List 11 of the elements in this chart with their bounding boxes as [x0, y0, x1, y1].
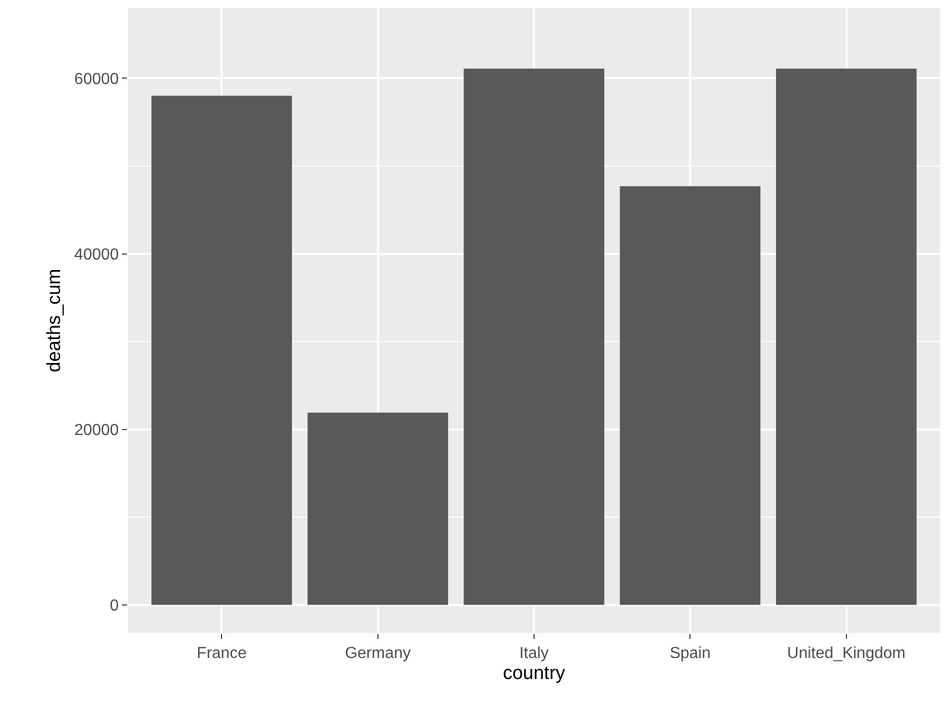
x-tick-label: Germany — [344, 645, 411, 662]
y-tick-label: 0 — [110, 598, 119, 615]
x-axis-title: country — [502, 663, 566, 684]
x-tick-label: Italy — [519, 645, 549, 662]
x-tick-label: United_Kingdom — [787, 645, 906, 662]
y-axis-title: deaths_cum — [44, 268, 66, 372]
y-tick-label: 20000 — [74, 422, 119, 439]
y-tick-label: 60000 — [74, 70, 119, 88]
y-tick-label: 40000 — [74, 246, 119, 264]
x-tick-label: France — [196, 645, 247, 662]
x-tick-label: Spain — [670, 645, 711, 662]
